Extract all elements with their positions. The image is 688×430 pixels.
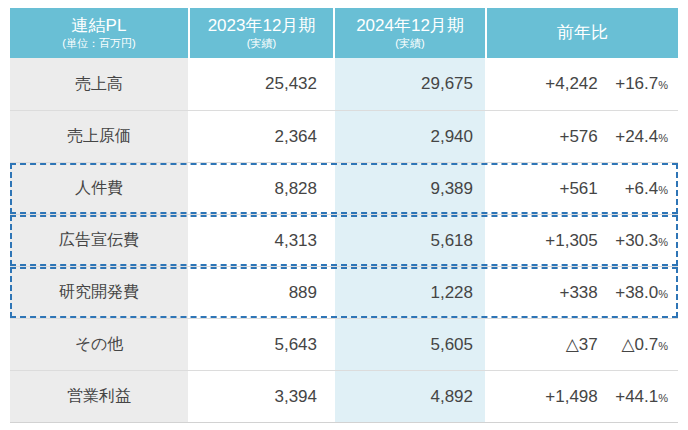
row-label: 営業利益 bbox=[10, 371, 188, 422]
percent-symbol: % bbox=[658, 288, 668, 300]
yoy-percent-value: △0.7% bbox=[598, 334, 678, 355]
percent-symbol: % bbox=[658, 79, 668, 91]
cell-fy2023: 8,828 bbox=[190, 163, 333, 214]
yoy-percent-number: +16.7 bbox=[615, 74, 658, 93]
table-row-others: その他 5,643 5,605 △37 △0.7% bbox=[10, 318, 678, 370]
row-label: 売上高 bbox=[10, 58, 188, 110]
pl-table: 連結PL (単位：百万円) 2023年12月期 (実績) 2024年12月期 (… bbox=[10, 8, 678, 423]
yoy-percent-value: +44.1% bbox=[598, 387, 678, 407]
fy2023-header-sub: (実績) bbox=[247, 37, 276, 50]
cell-fy2023: 3,394 bbox=[190, 371, 333, 422]
yoy-change-value: +1,498 bbox=[487, 387, 598, 407]
percent-symbol: % bbox=[658, 236, 668, 248]
cell-yoy: +4,242 +16.7% bbox=[487, 58, 678, 110]
cell-yoy: +1,305 +30.3% bbox=[487, 215, 678, 266]
cell-yoy: +576 +24.4% bbox=[487, 111, 678, 162]
cell-fy2024: 2,940 bbox=[335, 111, 485, 162]
row-label: 売上原価 bbox=[10, 111, 188, 162]
percent-symbol: % bbox=[658, 340, 668, 352]
cell-yoy: +561 +6.4% bbox=[487, 163, 678, 214]
yoy-percent-number: △0.7 bbox=[622, 335, 659, 354]
percent-symbol: % bbox=[658, 132, 668, 144]
header-cell-yoy: 前年比 bbox=[487, 8, 678, 58]
yoy-change-value: +4,242 bbox=[487, 74, 598, 94]
cell-fy2023: 5,643 bbox=[190, 319, 333, 370]
yoy-percent-value: +30.3% bbox=[598, 231, 678, 251]
cell-fy2024: 4,892 bbox=[335, 371, 485, 422]
yoy-percent-number: +24.4 bbox=[615, 127, 658, 146]
header-cell-fy2023: 2023年12月期 (実績) bbox=[190, 8, 333, 58]
cell-fy2023: 25,432 bbox=[190, 58, 333, 110]
yoy-percent-value: +38.0% bbox=[598, 283, 678, 303]
row-label: 研究開発費 bbox=[10, 267, 188, 318]
percent-symbol: % bbox=[658, 184, 668, 196]
header-cell-title: 連結PL (単位：百万円) bbox=[10, 8, 188, 58]
yoy-percent-number: +38.0 bbox=[615, 283, 658, 302]
row-label: 広告宣伝費 bbox=[10, 215, 188, 266]
cell-yoy: +338 +38.0% bbox=[487, 267, 678, 318]
yoy-change-value: +1,305 bbox=[487, 231, 598, 251]
cell-yoy: △37 △0.7% bbox=[487, 319, 678, 370]
cell-fy2024: 5,618 bbox=[335, 215, 485, 266]
cell-yoy: +1,498 +44.1% bbox=[487, 371, 678, 422]
table-row-personnel-expenses: 人件費 8,828 9,389 +561 +6.4% bbox=[10, 162, 678, 214]
percent-symbol: % bbox=[658, 392, 668, 404]
yoy-change-value: △37 bbox=[487, 334, 598, 355]
yoy-percent-value: +24.4% bbox=[598, 127, 678, 147]
header-cell-fy2024: 2024年12月期 (実績) bbox=[335, 8, 485, 58]
table-unit-note: (単位：百万円) bbox=[62, 37, 135, 50]
cell-fy2024: 1,228 bbox=[335, 267, 485, 318]
table-row-operating-profit: 営業利益 3,394 4,892 +1,498 +44.1% bbox=[10, 370, 678, 422]
fy2024-header-sub: (実績) bbox=[395, 37, 424, 50]
yoy-percent-number: +30.3 bbox=[615, 231, 658, 250]
yoy-change-value: +561 bbox=[487, 179, 598, 199]
yoy-change-value: +338 bbox=[487, 283, 598, 303]
row-label: 人件費 bbox=[10, 163, 188, 214]
table-body: 売上高 25,432 29,675 +4,242 +16.7% 売上原価 2,3… bbox=[10, 58, 678, 423]
yoy-header-label: 前年比 bbox=[557, 23, 608, 43]
cell-fy2024: 29,675 bbox=[335, 58, 485, 110]
cell-fy2024: 9,389 bbox=[335, 163, 485, 214]
yoy-percent-number: +44.1 bbox=[615, 387, 658, 406]
row-label: その他 bbox=[10, 319, 188, 370]
fy2024-header-label: 2024年12月期 bbox=[356, 16, 464, 36]
table-row-net-sales: 売上高 25,432 29,675 +4,242 +16.7% bbox=[10, 58, 678, 110]
cell-fy2023: 889 bbox=[190, 267, 333, 318]
table-row-rd-expenses: 研究開発費 889 1,228 +338 +38.0% bbox=[10, 266, 678, 318]
table-title: 連結PL bbox=[72, 16, 127, 36]
yoy-percent-value: +16.7% bbox=[598, 74, 678, 94]
table-header-row: 連結PL (単位：百万円) 2023年12月期 (実績) 2024年12月期 (… bbox=[10, 8, 678, 58]
yoy-change-value: +576 bbox=[487, 127, 598, 147]
cell-fy2023: 2,364 bbox=[190, 111, 333, 162]
table-row-advertising-expenses: 広告宣伝費 4,313 5,618 +1,305 +30.3% bbox=[10, 214, 678, 266]
yoy-percent-number: +6.4 bbox=[625, 179, 659, 198]
yoy-percent-value: +6.4% bbox=[598, 179, 678, 199]
cell-fy2023: 4,313 bbox=[190, 215, 333, 266]
page: { "table": { "header": { "col1_title": "… bbox=[0, 0, 688, 430]
cell-fy2024: 5,605 bbox=[335, 319, 485, 370]
table-row-cost-of-sales: 売上原価 2,364 2,940 +576 +24.4% bbox=[10, 110, 678, 162]
fy2023-header-label: 2023年12月期 bbox=[208, 16, 316, 36]
